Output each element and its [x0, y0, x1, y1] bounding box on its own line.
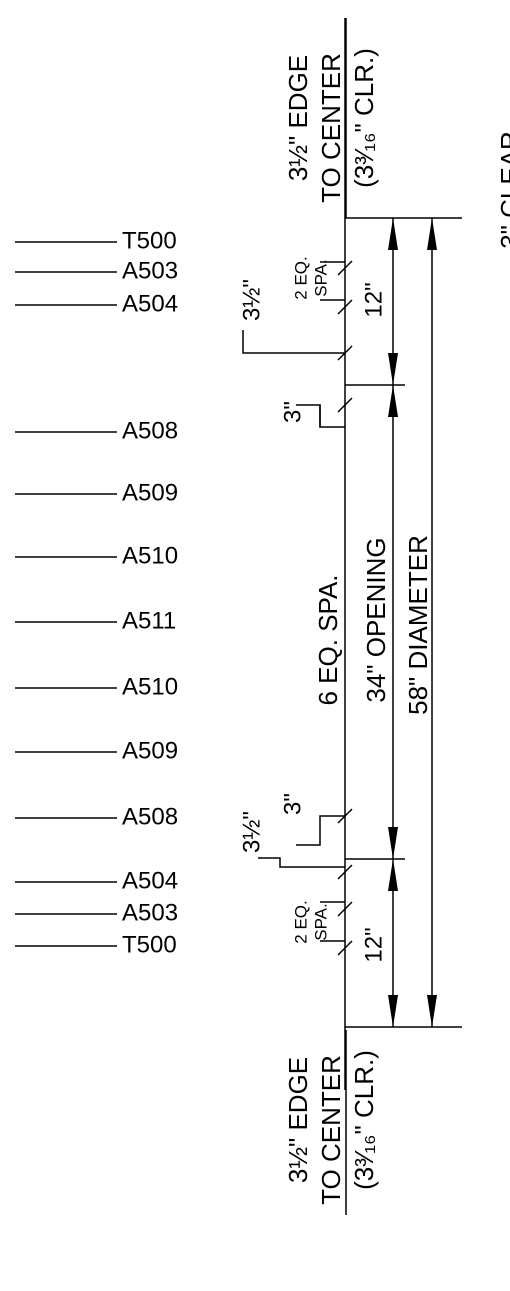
note-text: 3½" EDGE [283, 55, 313, 181]
label: A508 [122, 417, 178, 444]
label: A511 [122, 607, 176, 634]
label: A504 [122, 290, 178, 317]
label: T500 [122, 227, 177, 254]
dimension-text: 58" DIAMETER [403, 535, 433, 715]
dimension-text: 12" [360, 927, 387, 962]
note-text: (3³⁄₁₆" CLR.) [349, 48, 379, 188]
label: A510 [122, 673, 178, 700]
label: A509 [122, 479, 178, 506]
note-text: TO CENTER [316, 53, 346, 203]
label: A510 [122, 542, 178, 569]
label: A503 [122, 257, 178, 284]
dimension-text: 6 EQ. SPA. [313, 574, 343, 705]
dimension-text: 34" OPENING [361, 537, 391, 702]
dimension-text: 12" [360, 282, 387, 317]
dimension-text: SPA. [311, 903, 330, 940]
note-text: 3½" EDGE [283, 1057, 313, 1183]
leader [258, 857, 345, 868]
dimension-text: 3" [279, 793, 306, 815]
note-text: TO CENTER [316, 1055, 346, 1205]
dimension-text: 2 EQ. [291, 256, 310, 299]
dimension-text: 3" [279, 401, 306, 423]
label: A504 [122, 867, 178, 894]
dimension-text: 3½" [238, 811, 265, 853]
dimension-text: 3" CLEAR [495, 131, 510, 249]
label: T500 [122, 931, 177, 958]
dimension-text: 2 EQ. [291, 900, 310, 943]
label: A503 [122, 899, 178, 926]
leader [242, 330, 345, 354]
label: A509 [122, 737, 178, 764]
dimension-text: 3½" [238, 279, 265, 321]
dimension-text: SPA. [311, 259, 330, 296]
note-text: (3³⁄₁₆" CLR.) [349, 1050, 379, 1190]
arrows [388, 218, 437, 1027]
label: A508 [122, 803, 178, 830]
leader [296, 815, 345, 846]
